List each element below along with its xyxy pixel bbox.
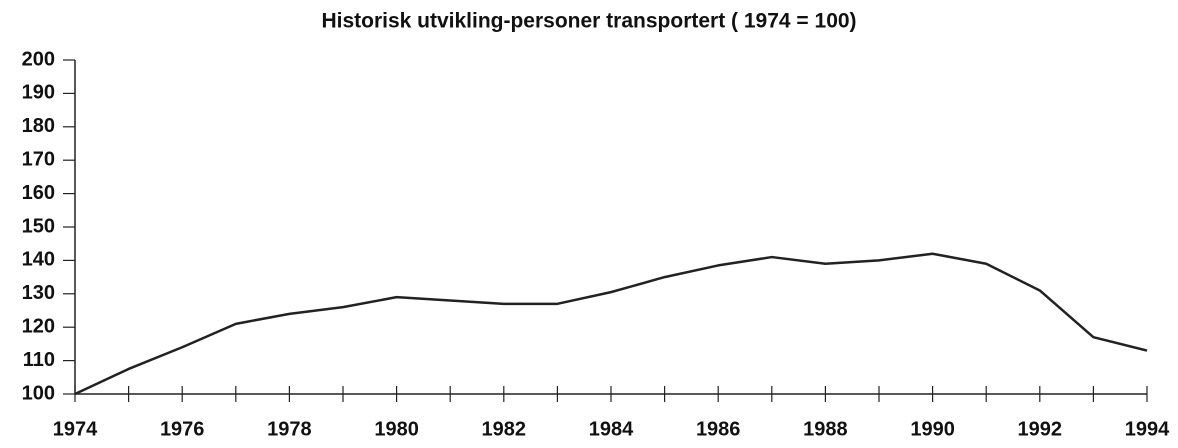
y-tick-label: 180 — [22, 115, 55, 137]
y-tick-label: 110 — [23, 349, 55, 371]
y-tick-label: 120 — [22, 315, 55, 337]
y-tick-label: 170 — [22, 148, 55, 170]
y-tick-label: 140 — [22, 249, 55, 271]
y-tick-label: 190 — [22, 82, 55, 104]
x-tick-label: 1992 — [1018, 418, 1063, 440]
x-tick-label: 1984 — [589, 418, 634, 440]
x-tick-label: 1994 — [1125, 418, 1170, 440]
y-tick-label: 150 — [22, 215, 55, 237]
chart-title: Historisk utvikling-personer transporter… — [321, 10, 856, 33]
y-tick-label: 200 — [22, 48, 55, 70]
x-tick-label: 1974 — [53, 418, 98, 440]
x-tick-label: 1976 — [160, 418, 205, 440]
x-tick-label: 1980 — [374, 418, 419, 440]
line-series — [74, 252, 1148, 396]
x-tick-label: 1990 — [910, 418, 955, 440]
x-tick-label: 1988 — [803, 418, 848, 440]
x-tick-label: 1982 — [482, 418, 527, 440]
x-tick-label: 1978 — [267, 418, 312, 440]
y-tick-label: 160 — [22, 182, 55, 204]
y-tick-label: 130 — [22, 282, 55, 304]
x-tick-label: 1986 — [696, 418, 741, 440]
y-tick-label: 100 — [22, 382, 55, 404]
